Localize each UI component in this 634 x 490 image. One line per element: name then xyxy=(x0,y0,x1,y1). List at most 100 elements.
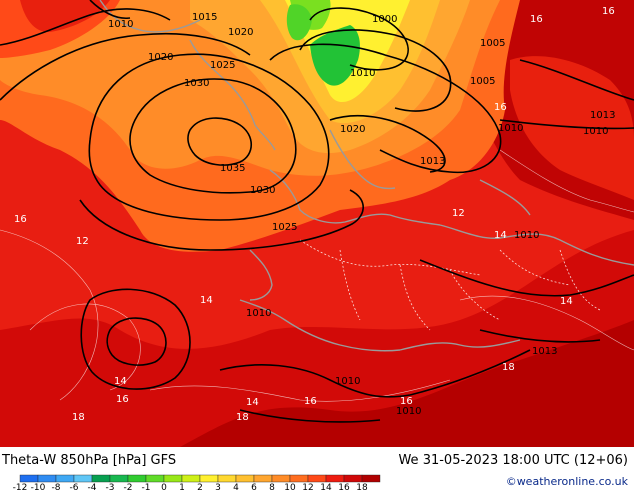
theta-field-14-ne xyxy=(510,56,634,200)
isobar-label-1005-b: 1005 xyxy=(470,76,495,87)
isobar-1000 xyxy=(309,7,409,71)
isobar-1010-s2 xyxy=(409,349,531,396)
colorbar-swatch xyxy=(271,474,291,483)
isobar-1010-s xyxy=(219,364,411,398)
colorbar-tick-label: 1 xyxy=(179,483,185,490)
colorbar-swatch xyxy=(343,474,363,483)
theta-field-14-nw xyxy=(20,0,110,33)
colorbar-swatch xyxy=(253,474,273,483)
colorbar-tick-label: 8 xyxy=(269,483,275,490)
colorbar-swatch xyxy=(127,474,147,483)
theta-label-12-c: 12 xyxy=(452,208,465,219)
isobar-label-1010-nw: 1010 xyxy=(108,19,133,30)
theta-label-16-ne: 16 xyxy=(602,6,615,17)
theta-label-16-s: 16 xyxy=(304,396,317,407)
colorbar-legend: -12 -10 -8 -6 -4 -3 -2 -1 0 1 2 3 4 6 8 10 12 14 16 18 xyxy=(13,474,381,490)
theta-label-18-sw: 18 xyxy=(72,412,85,423)
colorbar-swatch xyxy=(73,474,93,483)
colorbar-swatch xyxy=(361,474,381,483)
theta-label-14-e: 14 xyxy=(494,230,507,241)
theta-field-18 xyxy=(180,320,634,447)
colorbar-swatch xyxy=(181,474,201,483)
credit-link[interactable]: ©weatheronline.co.uk xyxy=(505,475,628,488)
theta-label-18-s: 18 xyxy=(236,412,249,423)
isobar-label-1010-s: 1010 xyxy=(335,376,360,387)
theta-label-16-n: 16 xyxy=(494,102,507,113)
isobar-low-sw-2 xyxy=(80,288,191,390)
colorbar-swatch xyxy=(55,474,75,483)
isobar-label-1010-s2: 1010 xyxy=(396,406,421,417)
isobar-label-1020-center: 1020 xyxy=(340,124,365,135)
isobar-1020-s xyxy=(79,189,364,251)
theta-label-16-sw: 16 xyxy=(116,394,129,405)
isobar-1013-c xyxy=(329,114,446,173)
weather-map: 1010 1015 1020 1020 1025 1030 1035 1030 … xyxy=(0,0,634,447)
isobar-1010-nw xyxy=(89,0,131,20)
isobar-label-1020-nw: 1020 xyxy=(148,52,173,63)
colorbar-tick-label: 4 xyxy=(233,483,239,490)
theta-label-14-se: 14 xyxy=(560,296,573,307)
isobar-1020-w xyxy=(0,32,251,101)
colorbar-swatch xyxy=(235,474,255,483)
map-footer: -12 -10 -8 -6 -4 -3 -2 -1 0 1 2 3 4 6 8 10 12 14 16 18 Thet… xyxy=(0,447,634,490)
colorbar-swatch xyxy=(37,474,57,483)
colorbar-swatch xyxy=(217,474,237,483)
colorbar-swatch xyxy=(145,474,165,483)
theta-label-16-se: 16 xyxy=(400,396,413,407)
colorbar-tick-label: -12 xyxy=(13,483,28,490)
isobar-1010-e xyxy=(499,119,634,130)
theta-label-14-sw2: 14 xyxy=(200,295,213,306)
theta-field-neg1 xyxy=(286,4,312,41)
colorbar-tick-label: -3 xyxy=(106,483,115,490)
theta-labels: 16 16 16 12 14 14 16 18 14 14 16 18 18 1… xyxy=(14,6,615,423)
theta-label-12-w: 12 xyxy=(76,236,89,247)
colorbar-swatch xyxy=(289,474,309,483)
isobar-label-1010-e2: 1010 xyxy=(583,126,608,137)
theta-contours xyxy=(0,149,634,402)
colorbar-tick-label: 16 xyxy=(338,483,350,490)
colorbar-tick-label: 18 xyxy=(356,483,368,490)
theta-label-16-e: 16 xyxy=(530,14,543,25)
coastlines xyxy=(99,0,634,352)
colorbar-tick-label: -6 xyxy=(70,483,79,490)
colorbar-swatch xyxy=(199,474,219,483)
colorbar-tick-label: -1 xyxy=(142,483,151,490)
isobar-1005 xyxy=(299,29,452,112)
isobar-1025 xyxy=(88,53,330,221)
colorbar-swatch xyxy=(109,474,129,483)
isobar-label-1010-center: 1010 xyxy=(350,68,375,79)
colorbar-swatch xyxy=(325,474,345,483)
country-borders xyxy=(299,239,601,331)
isobar-label-1015-nw: 1015 xyxy=(192,12,217,23)
isobar-1013-se xyxy=(479,329,601,343)
theta-field-neg2 xyxy=(310,25,360,86)
colorbar-tick-label: -8 xyxy=(52,483,61,490)
isobar-label-1010-e: 1010 xyxy=(498,123,523,134)
map-valid-time: We 31-05-2023 18:00 UTC (12+06) xyxy=(398,453,628,468)
isobar-label-1010-s3: 1010 xyxy=(246,308,271,319)
isobar-label-1020-n: 1020 xyxy=(228,27,253,38)
isobar-label-1013-se: 1013 xyxy=(532,346,557,357)
isobars xyxy=(0,0,634,423)
isobar-label-1025: 1025 xyxy=(210,60,235,71)
map-title: Theta-W 850hPa [hPa] GFS xyxy=(2,453,177,468)
colorbar-tick-label: -2 xyxy=(124,483,133,490)
isobar-label-1000: 1000 xyxy=(372,14,397,25)
isobar-1030 xyxy=(129,78,297,194)
colorbar-tick-label: -4 xyxy=(88,483,97,490)
isobar-label-1010-e3: 1010 xyxy=(514,230,539,241)
theta-label-14-sw: 14 xyxy=(114,376,127,387)
colorbar-tick-label: 6 xyxy=(251,483,257,490)
isobar-label-1013-e: 1013 xyxy=(590,110,615,121)
colorbar-tick-label: 12 xyxy=(302,483,313,490)
isobar-1035 xyxy=(187,117,253,166)
theta-label-14-c: 14 xyxy=(246,397,259,408)
colorbar-tick-label: 0 xyxy=(161,483,167,490)
isobar-label-1035: 1035 xyxy=(220,163,245,174)
isobar-label-1030: 1030 xyxy=(184,78,209,89)
isobar-label-1005-a: 1005 xyxy=(480,38,505,49)
isobar-labels: 1010 1015 1020 1020 1025 1030 1035 1030 … xyxy=(108,12,615,417)
theta-label-16-w: 16 xyxy=(14,214,27,225)
colorbar-swatch xyxy=(163,474,183,483)
colorbar-tick-label: 14 xyxy=(320,483,332,490)
